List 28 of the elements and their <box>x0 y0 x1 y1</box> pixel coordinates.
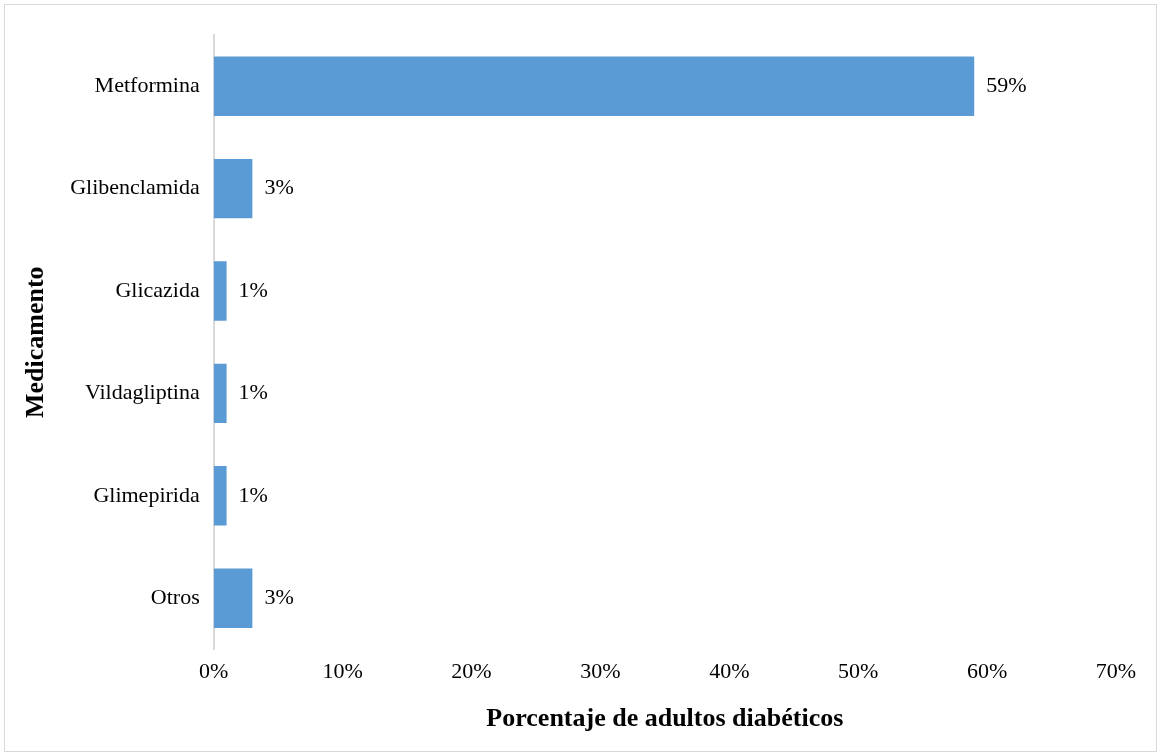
y-axis-title: Medicamento <box>20 266 50 419</box>
x-tick-label: 30% <box>580 658 621 684</box>
bar <box>213 56 975 116</box>
x-tick-label: 50% <box>838 658 879 684</box>
data-label: 1% <box>238 481 268 507</box>
bar <box>213 363 227 424</box>
y-tick-label: Metformina <box>94 71 200 97</box>
data-label: 3% <box>264 583 294 609</box>
y-tick-label: Vildagliptina <box>84 379 200 405</box>
data-label: 1% <box>238 276 268 302</box>
x-tick-label: 10% <box>322 658 363 684</box>
y-tick-label: Glibenclamida <box>70 174 200 200</box>
x-tick-label: 20% <box>451 658 492 684</box>
bar <box>213 568 253 628</box>
y-tick-label: Glicazida <box>115 276 200 302</box>
bar <box>213 158 253 219</box>
y-tick-label: Glimepirida <box>93 481 200 507</box>
y-tick-label: Otros <box>150 583 200 609</box>
x-tick-label: 70% <box>1095 658 1137 684</box>
bar <box>213 466 227 526</box>
data-label: 1% <box>238 379 268 405</box>
data-label: 3% <box>264 174 294 200</box>
data-label: 59% <box>986 71 1027 97</box>
x-tick-label: 40% <box>709 658 750 684</box>
x-axis-title: Porcentaje de adultos diabéticos <box>486 703 844 733</box>
bar <box>213 261 227 321</box>
x-tick-label: 0% <box>199 658 229 684</box>
x-tick-label: 60% <box>966 658 1008 684</box>
